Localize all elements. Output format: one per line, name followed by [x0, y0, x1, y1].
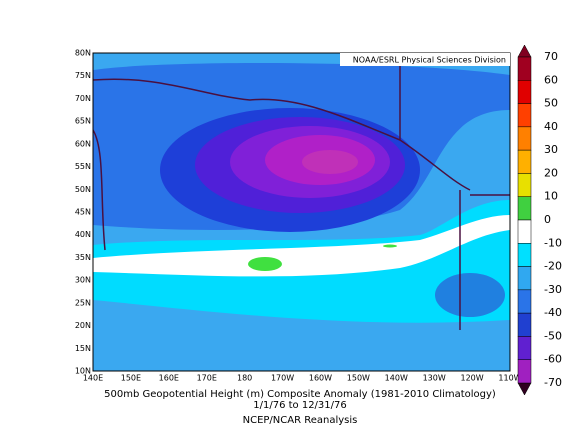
colorbar-label: -60 [544, 353, 562, 366]
colorbar-label: -10 [544, 236, 562, 249]
lat-label: 10N [75, 367, 91, 376]
colorbar-swatch [517, 219, 532, 244]
lon-label: 160W [309, 374, 332, 383]
anomaly-map [93, 53, 510, 371]
lat-label: 75N [75, 71, 91, 80]
colorbar-label: 60 [544, 73, 558, 86]
colorbar-label: 0 [544, 213, 551, 226]
colorbar-swatch [517, 80, 532, 104]
colorbar-swatch [517, 173, 532, 197]
colorbar-label: -70 [544, 376, 562, 389]
lon-label: 150E [121, 374, 141, 383]
footer-title: 500mb Geopotential Height (m) Composite … [104, 389, 496, 400]
colorbar-swatch [517, 149, 532, 174]
lon-label: 110W [498, 374, 521, 383]
colorbar-swatch [517, 336, 532, 360]
lat-label: 40N [75, 230, 91, 239]
lon-label: 140E [83, 374, 103, 383]
colorbar-swatch [517, 266, 532, 291]
colorbar-label: -30 [544, 283, 562, 296]
lat-label: 70N [75, 94, 91, 103]
lat-label: 20N [75, 321, 91, 330]
lat-label: 35N [75, 253, 91, 262]
lat-label: 25N [75, 298, 91, 307]
colorbar-label: 20 [544, 166, 558, 179]
colorbar-swatch [517, 312, 532, 337]
lon-label: 130W [423, 374, 446, 383]
credit-box [340, 53, 510, 66]
colorbar-swatch [517, 359, 532, 384]
colorbar-label: 50 [544, 97, 558, 110]
lon-label: 160E [159, 374, 179, 383]
lat-label: 80N [75, 49, 91, 58]
colorbar-swatch [517, 56, 532, 81]
footer-dates: 1/1/76 to 12/31/76 [253, 400, 347, 411]
credit: NOAA/ESRL Physical Sciences Division [353, 56, 506, 65]
colorbar-label: 30 [544, 143, 558, 156]
colorbar-swatch [517, 103, 532, 128]
lon-label: 140W [385, 374, 408, 383]
colorbar-label: 40 [544, 120, 558, 133]
lat-label: 45N [75, 208, 91, 217]
map-frame [92, 52, 511, 372]
lon-label: 120W [460, 374, 483, 383]
colorbar-swatch [517, 196, 532, 221]
colorbar-label: -40 [544, 306, 562, 319]
lon-label: 150W [347, 374, 370, 383]
lat-label: 50N [75, 185, 91, 194]
lon-label: 170E [197, 374, 217, 383]
lat-label: 15N [75, 344, 91, 353]
colorbar-swatch [517, 243, 532, 267]
colorbar-label: 10 [544, 190, 558, 203]
lat-label: 30N [75, 276, 91, 285]
lon-label: 170W [271, 374, 294, 383]
lon-label: 180 [237, 374, 252, 383]
colorbar-label: -20 [544, 260, 562, 273]
lat-label: 65N [75, 117, 91, 126]
colorbar-swatch [517, 289, 532, 314]
colorbar-label: -50 [544, 329, 562, 342]
lat-label: 60N [75, 139, 91, 148]
colorbar-swatch [517, 126, 532, 151]
footer-source: NCEP/NCAR Reanalysis [243, 415, 358, 426]
colorbar-label: 70 [544, 50, 558, 63]
lat-label: 55N [75, 162, 91, 171]
